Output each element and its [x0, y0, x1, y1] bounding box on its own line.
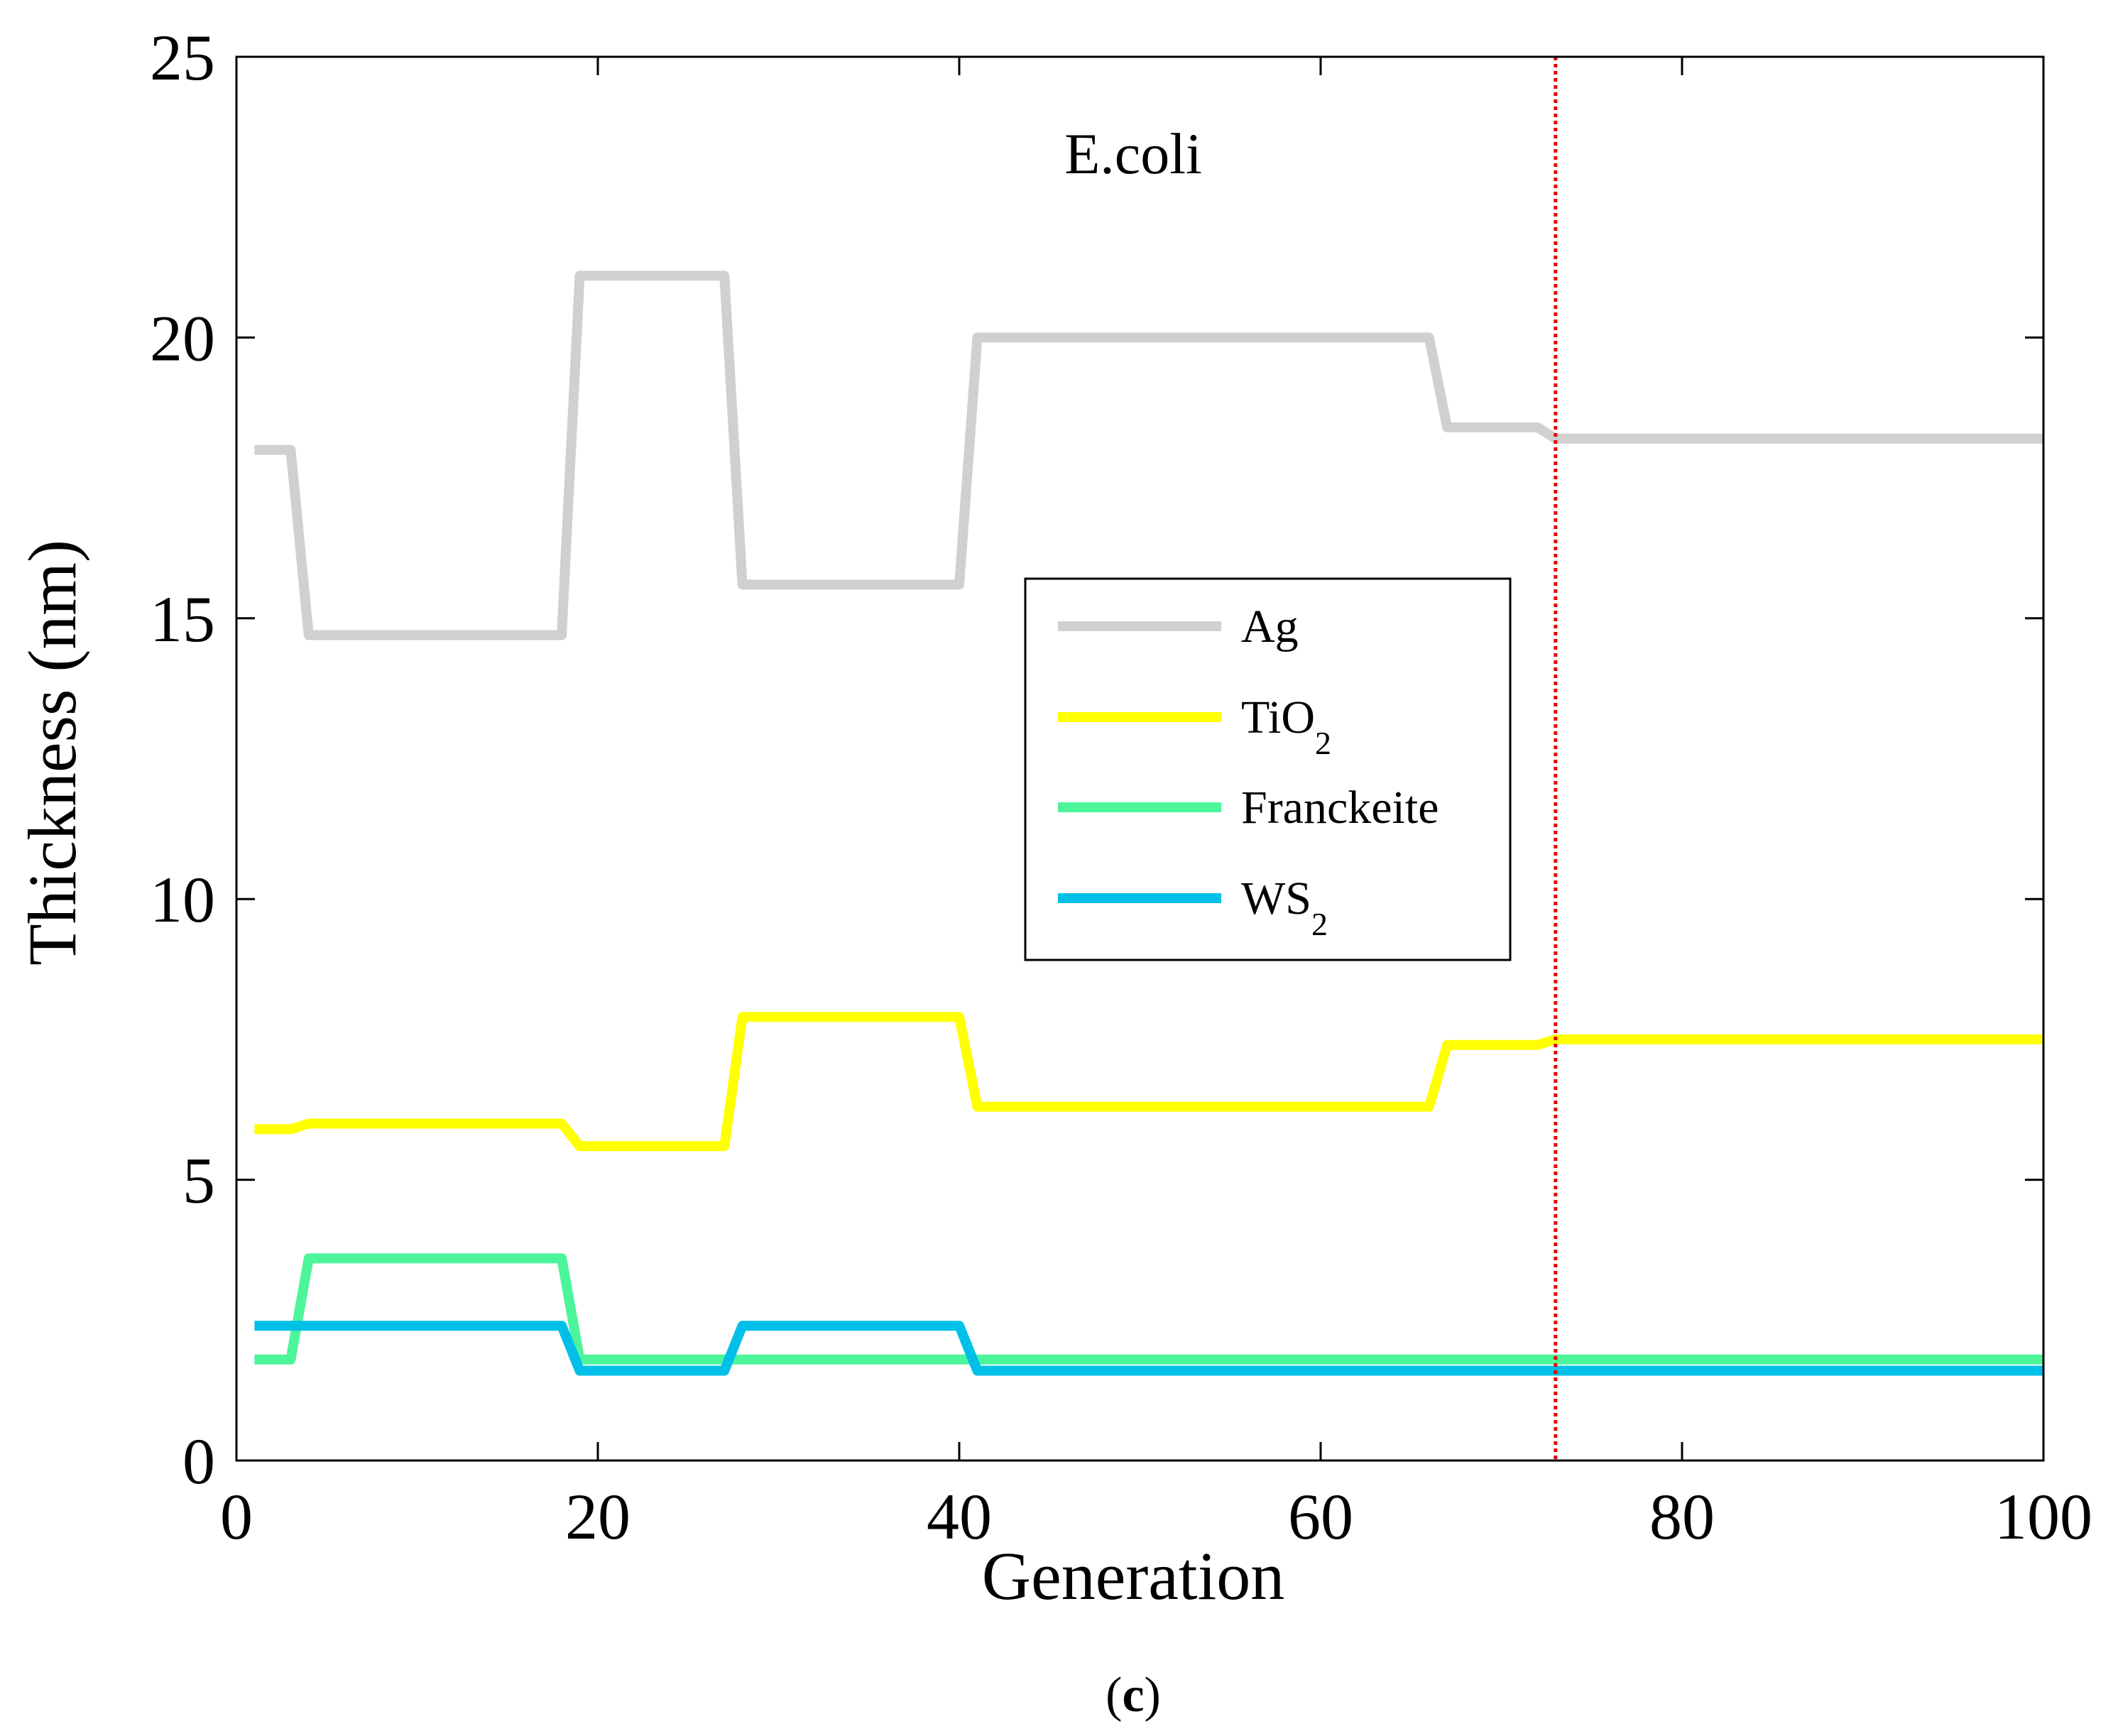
labels: E.coli Generation Thickness (nm) (c) [14, 121, 1284, 1723]
y-axis-title: Thickness (nm) [14, 540, 90, 966]
legend-label-ag: Ag [1241, 601, 1299, 653]
series-line-tio2 [254, 1012, 2043, 1152]
x-axis-title: Generation [982, 1538, 1284, 1614]
series-line-ag [254, 271, 2043, 640]
x-tick-label: 40 [927, 1480, 992, 1553]
x-tick-label: 60 [1288, 1480, 1353, 1553]
chart-title: E.coli [1064, 121, 1202, 186]
x-tick-label: 20 [565, 1480, 631, 1553]
legend-label-ws2: WS2 [1241, 873, 1328, 942]
y-tick-label: 0 [182, 1425, 215, 1497]
plot-frame [235, 55, 2045, 1462]
caption-open-paren: ( [1106, 1668, 1122, 1723]
data-layer [254, 57, 2043, 1461]
y-tick-label: 10 [150, 863, 215, 936]
x-tick-label: 100 [1994, 1480, 2092, 1553]
y-tick-label: 25 [150, 21, 215, 94]
series-line-ws2 [254, 1321, 2043, 1376]
x-tick-label: 80 [1649, 1480, 1715, 1553]
legend-label-main: Ag [1241, 601, 1299, 653]
legend-label-main: WS [1241, 873, 1311, 924]
figure-caption: (c) [1106, 1668, 1161, 1723]
y-tick-label: 15 [150, 583, 215, 655]
caption-letter: c [1122, 1668, 1144, 1723]
x-tick-label: 0 [220, 1480, 253, 1553]
axes: 0 20 40 60 80 100 0 5 10 15 20 25 [150, 21, 2092, 1553]
legend-label-subscript: 2 [1315, 725, 1331, 761]
legend-label-main: Franckeite [1241, 782, 1439, 834]
legend-label-main: TiO [1241, 692, 1315, 743]
y-tick-label: 20 [150, 302, 215, 374]
y-tick-label: 5 [182, 1145, 215, 1217]
legend-label-tio2: TiO2 [1241, 692, 1331, 761]
series-line-franckeite [254, 1253, 2043, 1365]
legend-label-franckeite: Franckeite [1241, 782, 1439, 834]
legend-label-subscript: 2 [1311, 906, 1328, 942]
caption-close-paren: ) [1145, 1668, 1161, 1723]
